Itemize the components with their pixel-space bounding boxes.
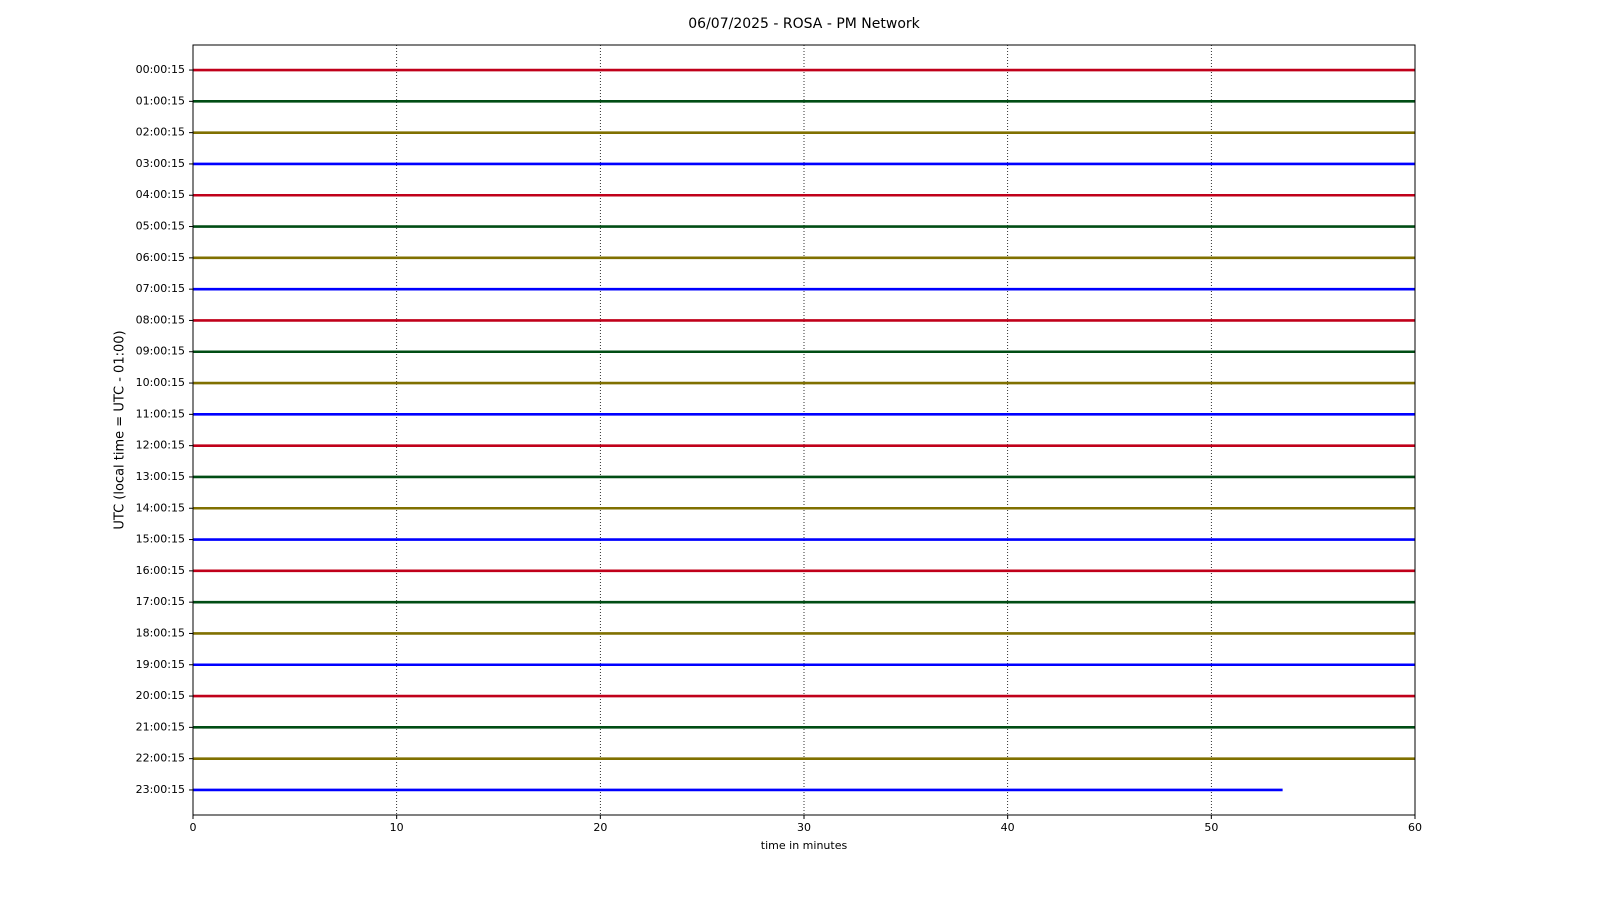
x-tick-label: 60 [1408, 821, 1422, 834]
y-tick-label: 10:00:15 [136, 376, 185, 389]
x-tick-label: 50 [1204, 821, 1218, 834]
y-tick-label: 08:00:15 [136, 313, 185, 326]
y-tick-label: 02:00:15 [136, 126, 185, 139]
chart-title: 06/07/2025 - ROSA - PM Network [688, 16, 920, 32]
x-tick-label: 0 [190, 821, 197, 834]
x-tick-label: 20 [593, 821, 607, 834]
x-axis-label: time in minutes [761, 839, 848, 852]
y-tick-label: 09:00:15 [136, 345, 185, 358]
y-tick-label: 13:00:15 [136, 470, 185, 483]
y-tick-label: 04:00:15 [136, 188, 185, 201]
x-tick-label: 10 [390, 821, 404, 834]
y-tick-label: 03:00:15 [136, 157, 185, 170]
y-tick-label: 05:00:15 [136, 220, 185, 233]
y-tick-label: 01:00:15 [136, 94, 185, 107]
x-tick-label: 40 [1001, 821, 1015, 834]
y-tick-label: 19:00:15 [136, 658, 185, 671]
y-tick-label: 11:00:15 [136, 407, 185, 420]
y-tick-label: 12:00:15 [136, 439, 185, 452]
y-tick-label: 21:00:15 [136, 720, 185, 733]
plot-frame [192, 44, 1416, 816]
y-tick-label: 07:00:15 [136, 282, 185, 295]
y-tick-label: 23:00:15 [136, 783, 185, 796]
y-tick-label: 15:00:15 [136, 533, 185, 546]
y-tick-label: 00:00:15 [136, 63, 185, 76]
y-tick-label: 22:00:15 [136, 752, 185, 765]
y-tick-label: 20:00:15 [136, 689, 185, 702]
y-tick-label: 16:00:15 [136, 564, 185, 577]
y-tick-label: 17:00:15 [136, 595, 185, 608]
x-tick-label: 30 [797, 821, 811, 834]
y-tick-label: 14:00:15 [136, 501, 185, 514]
y-tick-label: 18:00:15 [136, 626, 185, 639]
y-axis-label: UTC (local time = UTC - 01:00) [113, 330, 128, 529]
y-tick-label: 06:00:15 [136, 251, 185, 264]
